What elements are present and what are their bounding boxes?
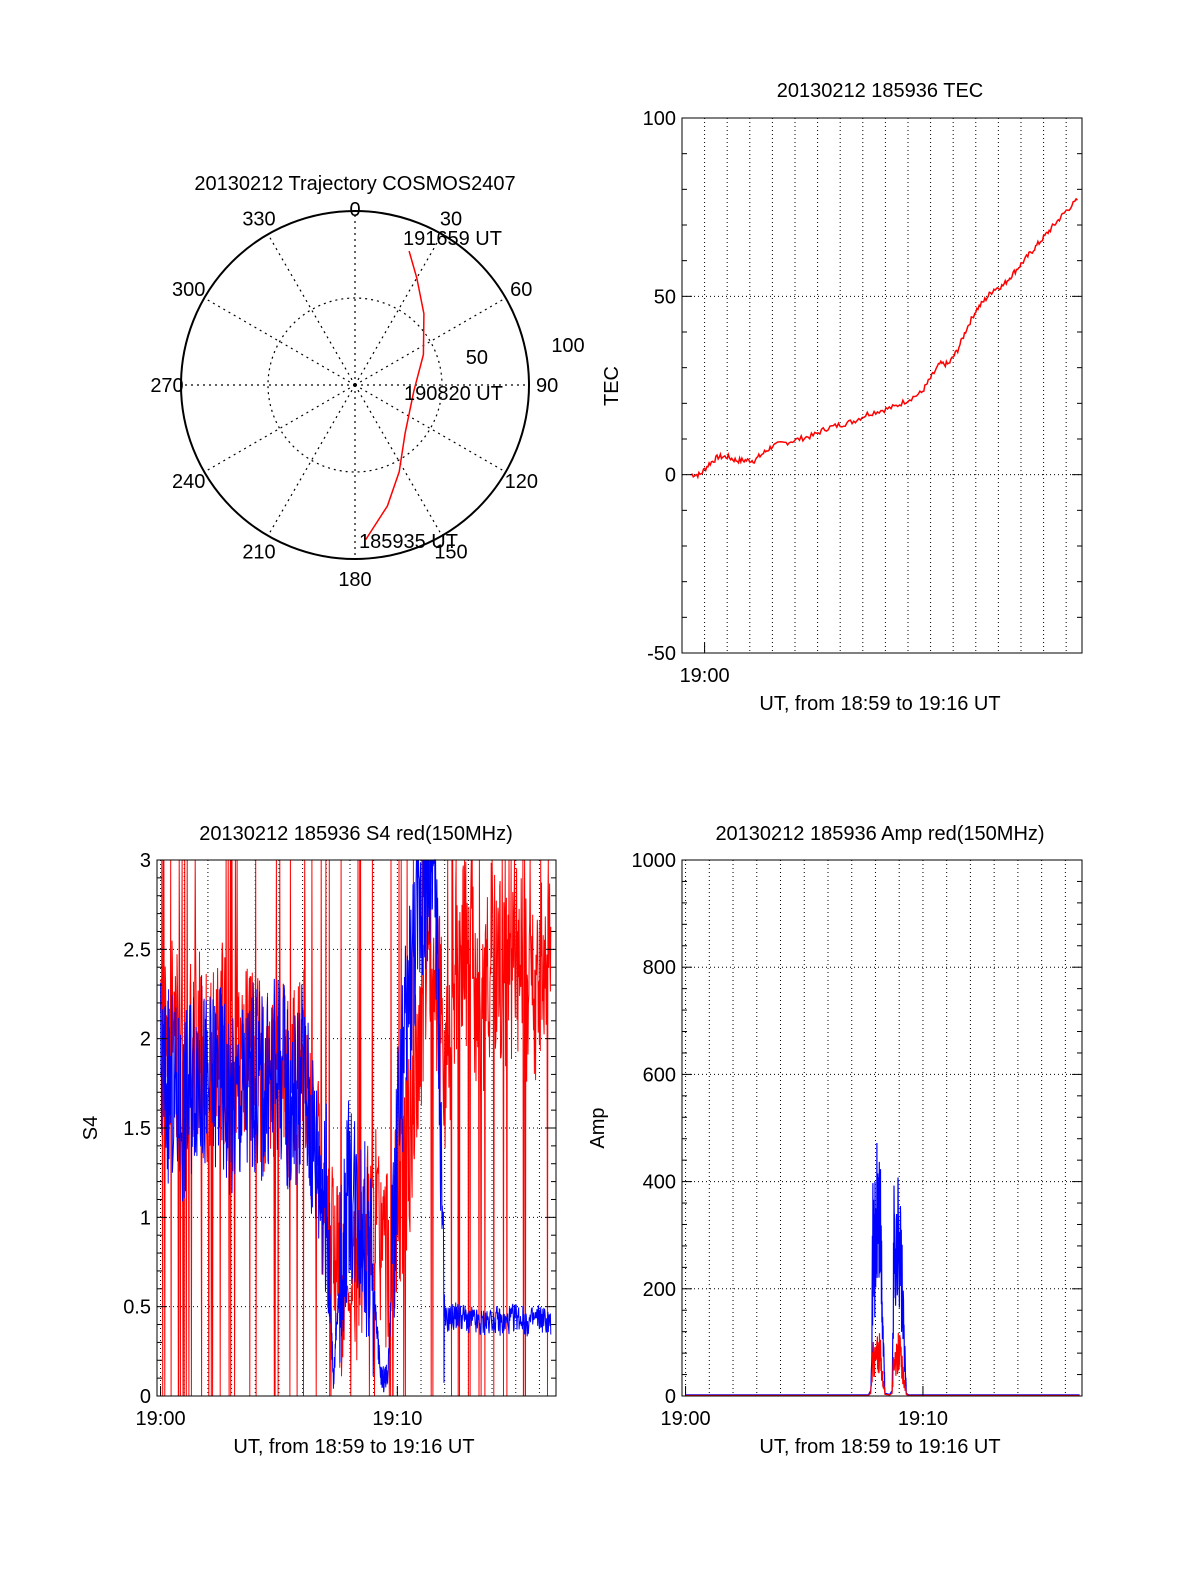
- azimuth-label: 120: [505, 471, 538, 493]
- s4-ylabel: S4: [80, 1116, 102, 1140]
- x-tick-label: 19:00: [136, 1408, 186, 1430]
- x-tick-label: 19:10: [372, 1408, 422, 1430]
- y-tick-label: -50: [647, 643, 676, 665]
- y-tick-label: 0.5: [123, 1297, 151, 1319]
- azimuth-label: 210: [242, 541, 275, 563]
- amp-title: 20130212 185936 Amp red(150MHz): [715, 823, 1044, 845]
- amp-xlabel: UT, from 18:59 to 19:16 UT: [759, 1436, 1000, 1458]
- polar-spoke-240: [204, 384, 356, 473]
- s4-series: [160, 858, 552, 1397]
- y-tick-label: 1: [140, 1207, 151, 1229]
- polar-ring-50: [267, 297, 443, 473]
- annotation-middle-time: 190820 UT: [404, 383, 503, 405]
- radius-label-100: 100: [551, 335, 584, 357]
- annotation-start-time: 185935 UT: [359, 531, 458, 553]
- amp-line-red: [685, 1332, 1080, 1397]
- polar-spoke-120: [354, 384, 506, 473]
- azimuth-label: 0: [349, 199, 360, 221]
- y-tick-label: 2: [140, 1029, 151, 1051]
- tec-grid: [682, 118, 1082, 653]
- polar-spoke-30: [354, 234, 443, 386]
- s4-line-blue: [160, 858, 552, 1393]
- azimuth-labels: 0 30 60 90 120 150 180 210 240 270 300 330: [150, 199, 558, 591]
- tec-plot-frame: [681, 117, 1083, 654]
- x-tick-label: 19:00: [661, 1408, 711, 1430]
- amp-series: [685, 1142, 1080, 1397]
- azimuth-label: 180: [338, 569, 371, 591]
- y-tick-label: 1000: [632, 850, 677, 872]
- azimuth-label: 270: [150, 375, 183, 397]
- polar-spoke-300: [204, 297, 356, 386]
- y-tick-label: 600: [643, 1064, 676, 1086]
- y-tick-label: 3: [140, 850, 151, 872]
- azimuth-label: 60: [510, 279, 532, 301]
- polar-spoke-210: [267, 384, 356, 536]
- tec-ticks: -50 0 50 100 19:00: [643, 108, 1082, 687]
- tec-series: [690, 197, 1078, 480]
- trajectory-series: [365, 250, 425, 540]
- polar-spoke-60: [354, 297, 506, 386]
- y-tick-label: 100: [643, 108, 676, 130]
- y-tick-label: 0: [140, 1386, 151, 1408]
- amp-line-blue: [685, 1142, 1080, 1396]
- amp-plot-frame: [681, 859, 1083, 1397]
- y-tick-label: 50: [654, 286, 676, 308]
- y-tick-label: 1.5: [123, 1118, 151, 1140]
- y-tick-label: 0: [665, 465, 676, 487]
- azimuth-label: 30: [440, 209, 462, 231]
- polar-outer-ring: [180, 210, 530, 560]
- s4-chart-panel: 20130212 185936 S4 red(150MHz) 0 0.5 1 1.5 2…: [80, 823, 557, 1458]
- amp-ylabel: Amp: [587, 1107, 609, 1148]
- amp-ticks: 0 200 400 600 800 1000 19:00 19:10: [632, 850, 1082, 1430]
- azimuth-label: 330: [242, 209, 275, 231]
- amp-chart-panel: 20130212 185936 Amp red(150MHz) 0 200 400 6…: [587, 823, 1083, 1458]
- tec-xlabel: UT, from 18:59 to 19:16 UT: [759, 693, 1000, 715]
- y-tick-label: 800: [643, 957, 676, 979]
- azimuth-label: 300: [172, 279, 205, 301]
- y-tick-label: 0: [665, 1386, 676, 1408]
- azimuth-label: 90: [536, 375, 558, 397]
- polar-spoke-330: [267, 234, 356, 386]
- tec-line: [690, 197, 1078, 480]
- annotation-end-time: 191659 UT: [403, 228, 502, 250]
- tec-ylabel: TEC: [601, 366, 623, 406]
- tec-chart-panel: 20130212 185936 TEC -50 0 50 100 19:00 UT, f…: [601, 80, 1083, 715]
- s4-ticks: 0 0.5 1 1.5 2 2.5 3 19:00 19:10: [123, 850, 556, 1430]
- polar-grid: [181, 211, 529, 559]
- x-tick-label: 19:10: [898, 1408, 948, 1430]
- trajectory-polar-panel: 20130212 Trajectory COSMOS2407 0 30 60 90 12…: [150, 173, 584, 591]
- s4-xlabel: UT, from 18:59 to 19:16 UT: [233, 1436, 474, 1458]
- amp-grid: [682, 860, 1082, 1396]
- s4-title: 20130212 185936 S4 red(150MHz): [199, 823, 513, 845]
- y-tick-label: 200: [643, 1279, 676, 1301]
- trajectory-title: 20130212 Trajectory COSMOS2407: [194, 173, 515, 195]
- y-tick-label: 2.5: [123, 939, 151, 961]
- trajectory-line: [365, 250, 425, 540]
- radius-label-50: 50: [466, 347, 488, 369]
- azimuth-label: 150: [434, 541, 467, 563]
- polar-spoke-150: [354, 384, 443, 536]
- y-tick-label: 400: [643, 1172, 676, 1194]
- tec-title: 20130212 185936 TEC: [777, 80, 983, 102]
- x-tick-label: 19:00: [680, 665, 730, 687]
- azimuth-label: 240: [172, 471, 205, 493]
